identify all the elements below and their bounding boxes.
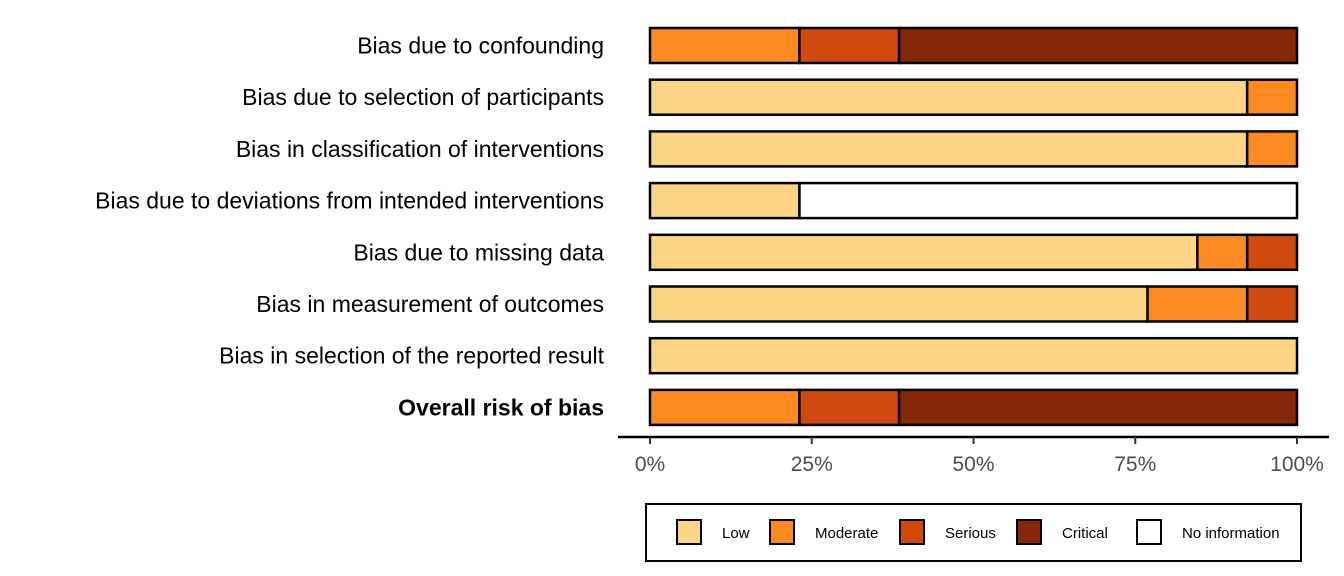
- bar-segment-bias-due-to-selection-of-participants-low: [648, 78, 1249, 116]
- legend: Low Moderate Serious Critical No information: [645, 503, 1302, 562]
- category-label-overall-risk-of-bias: Overall risk of bias: [398, 394, 604, 420]
- bar-segment-bias-in-selection-of-the-reported-result-low: [648, 336, 1299, 375]
- x-tick-label: 50%: [952, 453, 994, 476]
- x-tick-label: 100%: [1270, 453, 1324, 476]
- x-axis: 0% 25% 50% 75% 100%: [618, 435, 1329, 476]
- x-tick-label: 25%: [791, 453, 833, 476]
- bar-segment-bias-in-measurement-of-outcomes-serious: [1245, 285, 1299, 323]
- bar-segment-bias-in-measurement-of-outcomes-moderate: [1146, 285, 1249, 323]
- category-label-bias-due-to-selection-of-participants: Bias due to selection of participants: [242, 84, 604, 110]
- bar-segment-overall-risk-of-bias-critical: [897, 388, 1299, 427]
- bar-segment-bias-due-to-missing-data-serious: [1245, 233, 1299, 272]
- legend-label-no-information: No information: [1182, 525, 1280, 542]
- legend-swatch-moderate: [769, 519, 795, 545]
- legend-swatch-low: [676, 519, 702, 545]
- category-label-bias-in-selection-of-the-reported-result: Bias in selection of the reported result: [219, 343, 604, 369]
- legend-label-moderate: Moderate: [815, 525, 878, 542]
- bar-segment-overall-risk-of-bias-serious: [798, 388, 901, 427]
- legend-label-serious: Serious: [945, 525, 996, 542]
- bar-segment-bias-due-to-deviations-from-intended-interventions-low: [648, 181, 801, 220]
- legend-label-critical: Critical: [1062, 525, 1108, 542]
- bar-segment-bias-in-classification-of-interventions-low: [648, 130, 1249, 168]
- category-labels: Bias due to confounding Bias due to selec…: [95, 33, 604, 421]
- bar-segment-bias-due-to-confounding-critical: [897, 26, 1299, 65]
- bar-segment-bias-in-classification-of-interventions-moderate: [1245, 130, 1299, 168]
- category-label-bias-due-to-deviations-from-intended-interventions: Bias due to deviations from intended int…: [95, 188, 604, 214]
- bar-segment-bias-in-measurement-of-outcomes-low: [648, 285, 1149, 323]
- bar-segment-bias-due-to-missing-data-low: [648, 233, 1199, 272]
- legend-swatch-serious: [899, 519, 925, 545]
- bar-segment-bias-due-to-confounding-moderate: [648, 26, 801, 65]
- x-tick-label: 75%: [1114, 453, 1156, 476]
- category-label-bias-due-to-confounding: Bias due to confounding: [357, 33, 604, 59]
- bars-layer: [648, 26, 1299, 427]
- category-label-bias-in-classification-of-interventions: Bias in classification of interventions: [236, 136, 604, 162]
- legend-swatch-no-information: [1136, 519, 1162, 545]
- category-label-bias-due-to-missing-data: Bias due to missing data: [353, 239, 604, 265]
- bar-segment-bias-due-to-confounding-serious: [798, 26, 901, 65]
- bar-segment-overall-risk-of-bias-moderate: [648, 388, 801, 427]
- bar-segment-bias-due-to-selection-of-participants-moderate: [1245, 78, 1299, 116]
- legend-label-low: Low: [722, 525, 750, 542]
- category-label-bias-in-measurement-of-outcomes: Bias in measurement of outcomes: [256, 291, 604, 317]
- legend-box: [645, 503, 1302, 562]
- legend-swatch-critical: [1016, 519, 1042, 545]
- bar-segment-bias-due-to-deviations-from-intended-interventions-no-information: [798, 181, 1299, 220]
- bar-segment-bias-due-to-missing-data-moderate: [1196, 233, 1249, 272]
- x-tick-label: 0%: [635, 453, 665, 476]
